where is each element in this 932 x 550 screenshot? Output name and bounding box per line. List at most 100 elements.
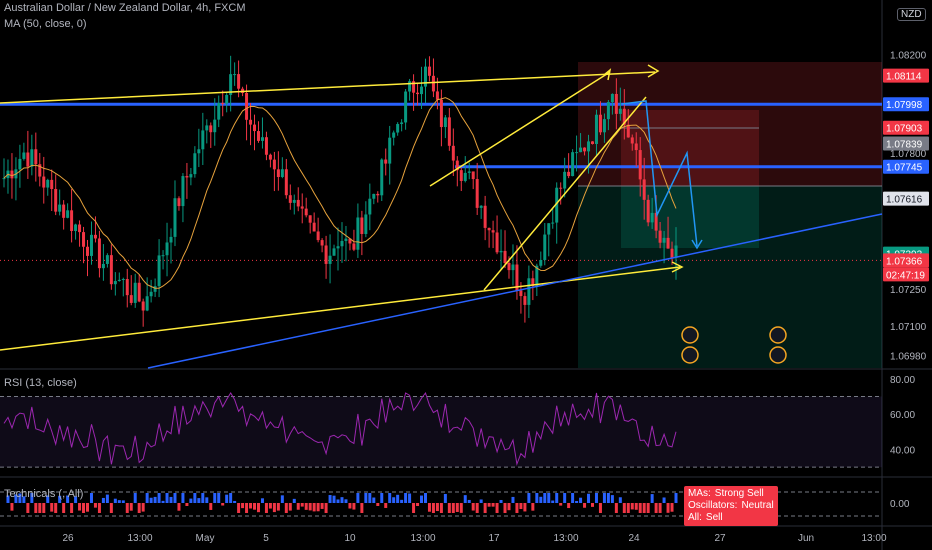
rsi-indicator-label[interactable]: RSI (13, close) [4,377,77,389]
tech-bar [583,503,587,508]
candle-body [388,137,392,164]
tech-bar [396,494,400,503]
tech-bar [78,503,82,511]
candle-body [519,290,523,297]
tech-bar [233,500,237,503]
tech-bar [638,503,642,513]
candle-body [332,248,336,256]
price-badge [883,68,929,83]
tech-bar [400,499,404,503]
price-badge [883,120,929,135]
candle-body [201,130,205,150]
candle-body [129,295,133,303]
candle-body [447,117,451,146]
arrow-head [671,261,684,273]
candle-body [400,122,404,125]
candle-body [543,234,547,260]
candle-body [264,137,268,155]
candle-body [109,255,113,285]
candle-body [467,171,471,173]
tech-bar [97,503,101,513]
candle-body [280,169,284,178]
tech-bar [364,493,368,503]
price-badge-label: 1.07903 [886,124,923,135]
tech-bar [14,494,18,503]
candle-body [360,217,364,234]
tech-bar [431,503,435,513]
candle-body [161,255,165,257]
tech-bar [499,499,503,503]
candle-body [181,176,185,207]
candle-body [117,279,121,282]
tech-bar [296,503,300,510]
tech-bar [189,498,193,503]
candle-body [527,278,531,305]
candle-body [86,246,90,256]
tech-bar [165,493,169,503]
candle-body [276,169,280,178]
technicals-summary-box: MAs: Strong Sell Oscillators: Neutral All:… [684,486,778,526]
candle-body [316,231,320,241]
candle-body [284,169,288,196]
rsi-tick-label: 40.00 [890,446,915,457]
technicals-indicator-label[interactable]: Technicals (, All) [4,488,84,500]
candle-body [531,278,535,287]
candle-body [89,234,93,256]
channel-lower [429,71,611,187]
time-axis-label: Jun [798,533,814,544]
candle-body [626,124,630,138]
tech-bar [26,503,30,513]
candle-body [185,176,189,178]
time-axis-label: 5 [263,533,269,544]
time-axis-label: May [196,533,215,544]
currency-badge[interactable]: NZD [897,8,926,21]
economic-event-icon [681,346,699,364]
tech-bar [225,494,229,503]
candle-body [253,124,257,132]
candle-body [356,217,360,250]
tech-bar [348,503,352,509]
price-badge [883,159,929,174]
candle-body [376,193,380,196]
candle-body [221,102,225,104]
tech-bar [177,503,181,511]
tech-bar [46,495,50,503]
candle-body [169,236,173,243]
price-badge-label: 1.07998 [886,100,923,111]
candle-body [137,282,141,302]
tech-bar [646,503,650,513]
candle-body [594,114,598,144]
time-axis-label: 13:00 [861,533,886,544]
tech-bar [451,503,455,513]
candle-body [571,152,575,177]
candle-body [499,250,503,253]
candle-body [70,210,74,231]
candle-body [443,117,447,128]
tech-bar [634,503,638,510]
tech-bar [70,503,74,513]
tech-bar [288,503,292,511]
ma-indicator-label[interactable]: MA (50, close, 0) [4,18,87,30]
price-badge [883,136,929,151]
tech-bar [368,493,372,503]
candle-body [296,199,300,207]
tech-bar [129,503,133,511]
rsi-tick-label: 80.00 [890,375,915,386]
candle-body [42,176,46,188]
candle-body [197,149,201,154]
tech-bar [229,493,233,503]
ascending-support [147,213,883,369]
tech-bar [543,493,547,503]
arrow-head [603,68,612,81]
economic-event-icon [769,346,787,364]
candle-body [304,208,308,216]
tech-bar [149,497,153,503]
tech-bar [300,503,304,507]
candle-body [547,223,551,235]
tech-bar [185,503,189,507]
candle-body [602,119,606,133]
tech-bar [380,493,384,503]
tech-bar [217,493,221,503]
tech-bar [479,499,483,503]
